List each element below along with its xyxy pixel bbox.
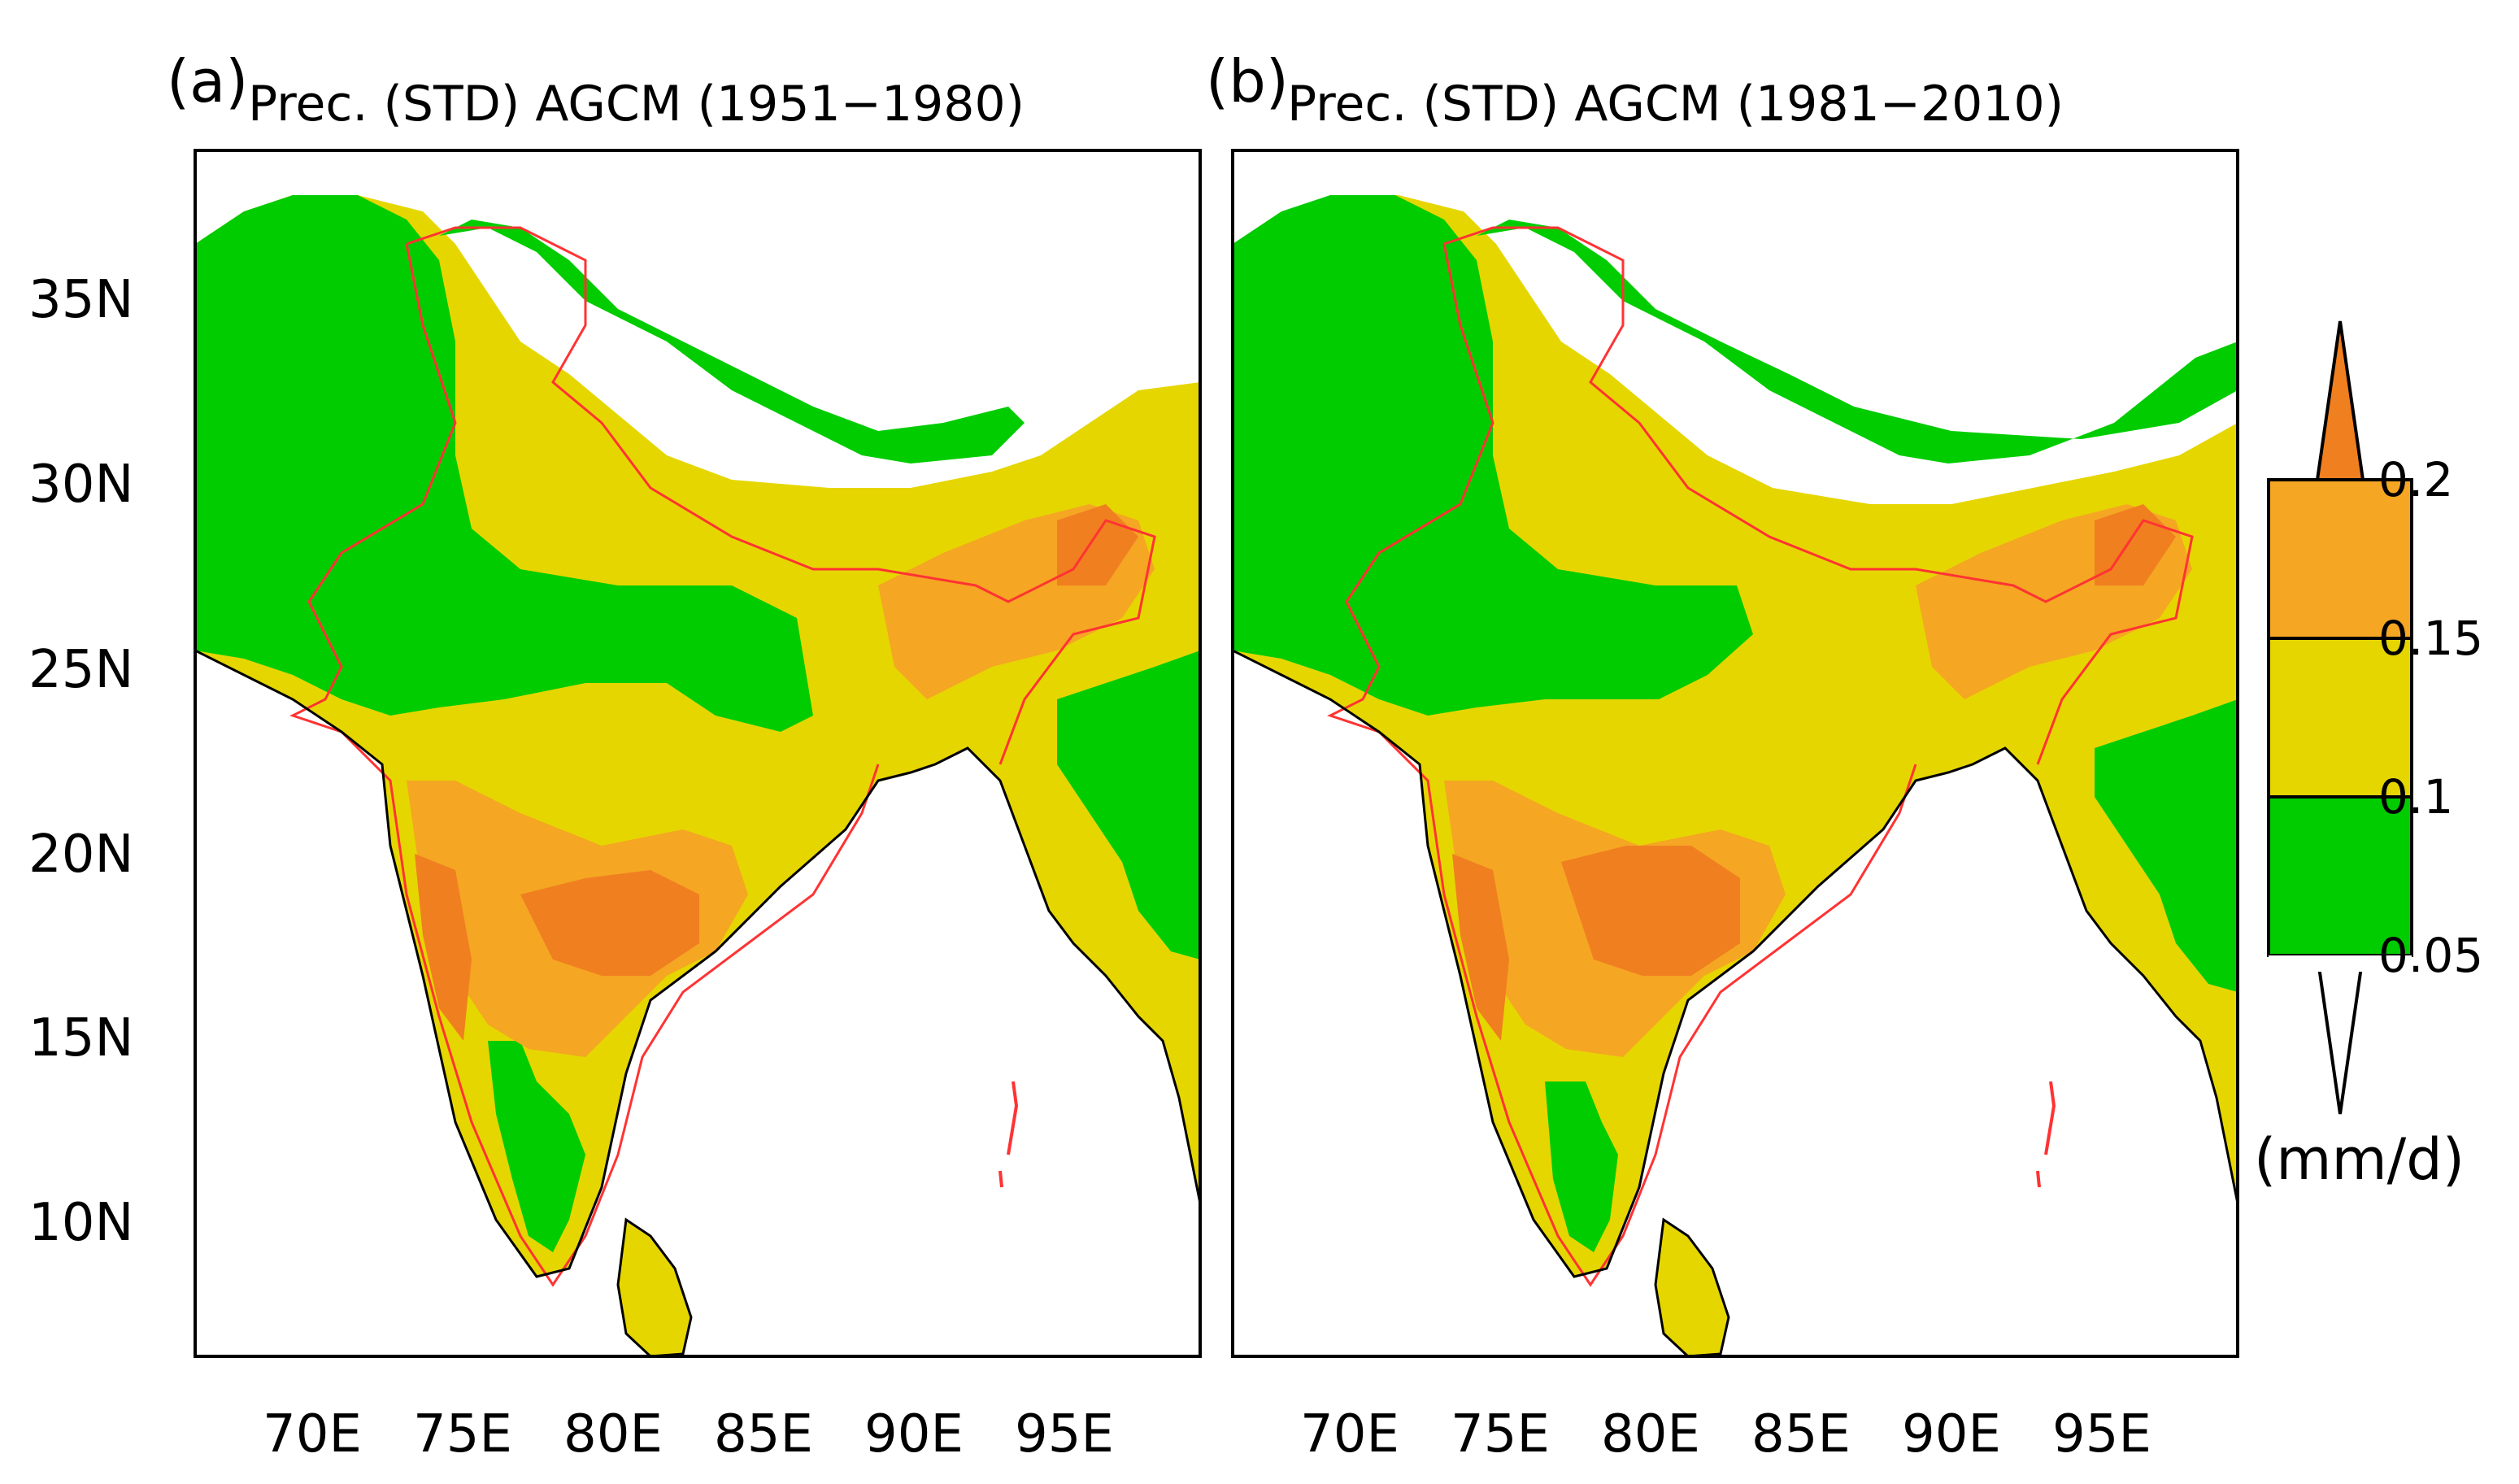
green-east xyxy=(1057,651,1200,960)
green-peninsula xyxy=(1545,1081,1618,1252)
sri-lanka xyxy=(616,1217,693,1356)
green-east xyxy=(2095,699,2238,992)
lon-label-70e: 70E xyxy=(263,1404,362,1464)
tibet-white xyxy=(1233,150,2238,504)
sri-lanka xyxy=(1654,1217,1730,1356)
colorbar-white-base xyxy=(2269,955,2412,972)
panel-a-letter: (a) xyxy=(167,47,248,115)
lon-label-95e: 95E xyxy=(2052,1404,2151,1464)
lat-label-30n: 30N xyxy=(28,455,133,515)
colorbar-unit: (mm/d) xyxy=(2254,1126,2465,1193)
panel-b-map xyxy=(1233,150,2238,1356)
green-peninsula xyxy=(488,1041,585,1252)
lon-label-95e: 95E xyxy=(1015,1404,1114,1464)
lon-label-70e: 70E xyxy=(1300,1404,1399,1464)
lat-label-20n: 20N xyxy=(28,825,133,885)
colorbar-top-triangle xyxy=(2315,320,2365,481)
orange-core xyxy=(1561,846,1740,976)
panel-a-lon-ticks: 70E 75E 80E 85E 90E 95E xyxy=(263,1404,1114,1464)
lon-label-75e: 75E xyxy=(413,1404,512,1464)
lon-label-85e: 85E xyxy=(1751,1404,1851,1464)
colorbar-bottom-triangle xyxy=(2315,954,2365,1115)
coastline xyxy=(1233,649,2238,1278)
lon-label-90e: 90E xyxy=(864,1404,964,1464)
coastline xyxy=(195,649,1200,1278)
colorbar: 0.2 0.15 0.1 0.05 (mm/d) xyxy=(2254,320,2483,1193)
lat-label-15n: 15N xyxy=(28,1008,133,1068)
panel-a-frame xyxy=(194,149,1202,1358)
orange-ghats xyxy=(1452,854,1509,1041)
green-northwest xyxy=(195,195,813,732)
panel-b-letter: (b) xyxy=(1206,47,1289,115)
lon-label-75e: 75E xyxy=(1451,1404,1550,1464)
orange-core xyxy=(520,870,699,976)
colorbar-band-0-15-0-2 xyxy=(2267,478,2413,640)
panel-b-title: Prec. (STD) AGCM (1981−2010) xyxy=(1287,76,2064,133)
colorbar-label-0-15: 0.15 xyxy=(2378,611,2483,666)
lon-label-85e: 85E xyxy=(714,1404,813,1464)
colorbar-label-0-2: 0.2 xyxy=(2378,452,2453,507)
lat-label-10n: 10N xyxy=(28,1193,133,1253)
green-himalaya xyxy=(1477,220,2238,463)
andaman-islands xyxy=(2036,1081,2056,1188)
panel-b: (b) Prec. (STD) AGCM (1981−2010) 70E 75E… xyxy=(1206,47,2239,1464)
green-northwest xyxy=(1233,195,1753,716)
orange-ghats xyxy=(415,854,472,1041)
tibet-white xyxy=(195,150,1200,488)
colorbar-label-0-1: 0.1 xyxy=(2378,769,2453,825)
lat-label-25n: 25N xyxy=(28,640,133,700)
panel-b-lon-ticks: 70E 75E 80E 85E 90E 95E xyxy=(1300,1404,2151,1464)
lon-label-80e: 80E xyxy=(563,1404,663,1464)
lon-label-90e: 90E xyxy=(1902,1404,2001,1464)
panel-a: (a) Prec. (STD) AGCM (1951−1980) xyxy=(28,47,1202,1464)
panel-a-title: Prec. (STD) AGCM (1951−1980) xyxy=(248,76,1025,133)
india-boundary xyxy=(1327,226,2194,1287)
panel-b-frame xyxy=(1231,149,2239,1358)
andaman-islands xyxy=(998,1081,1019,1188)
panel-a-map xyxy=(195,150,1200,1356)
india-boundary xyxy=(289,226,1156,1287)
colorbar-label-0-05: 0.05 xyxy=(2378,928,2483,983)
lat-label-35n: 35N xyxy=(28,270,133,330)
panel-a-lat-ticks: 35N 30N 25N 20N 15N 10N xyxy=(28,270,133,1253)
lon-label-80e: 80E xyxy=(1601,1404,1700,1464)
